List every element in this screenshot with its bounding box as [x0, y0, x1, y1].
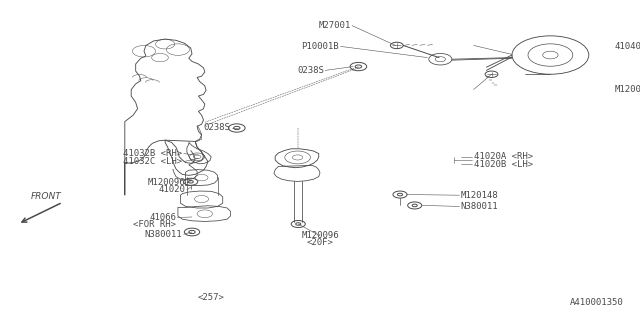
Text: FRONT: FRONT: [31, 192, 61, 201]
Text: <20F>: <20F>: [307, 238, 333, 247]
Text: 41032C <LH>: 41032C <LH>: [124, 157, 182, 166]
Text: 41040: 41040: [614, 42, 640, 51]
Text: M120096: M120096: [301, 231, 339, 240]
Text: M120096: M120096: [148, 178, 186, 187]
Text: 41066: 41066: [149, 213, 176, 222]
Text: 41032B <RH>: 41032B <RH>: [124, 149, 182, 158]
Text: N380011: N380011: [461, 202, 499, 211]
Text: 0238S: 0238S: [204, 124, 230, 132]
Text: <FOR RH>: <FOR RH>: [133, 220, 176, 229]
Text: P10001B: P10001B: [301, 42, 339, 51]
Text: 0238S: 0238S: [298, 66, 324, 75]
Text: M120148: M120148: [461, 191, 499, 200]
Text: 41020: 41020: [159, 185, 186, 194]
Text: 41020A <RH>: 41020A <RH>: [474, 152, 532, 161]
Text: <257>: <257>: [198, 293, 225, 302]
Text: M120063: M120063: [614, 85, 640, 94]
Text: 41020B <LH>: 41020B <LH>: [474, 160, 532, 169]
Text: A410001350: A410001350: [570, 298, 624, 307]
Text: N380011: N380011: [145, 230, 182, 239]
Text: M27001: M27001: [319, 21, 351, 30]
